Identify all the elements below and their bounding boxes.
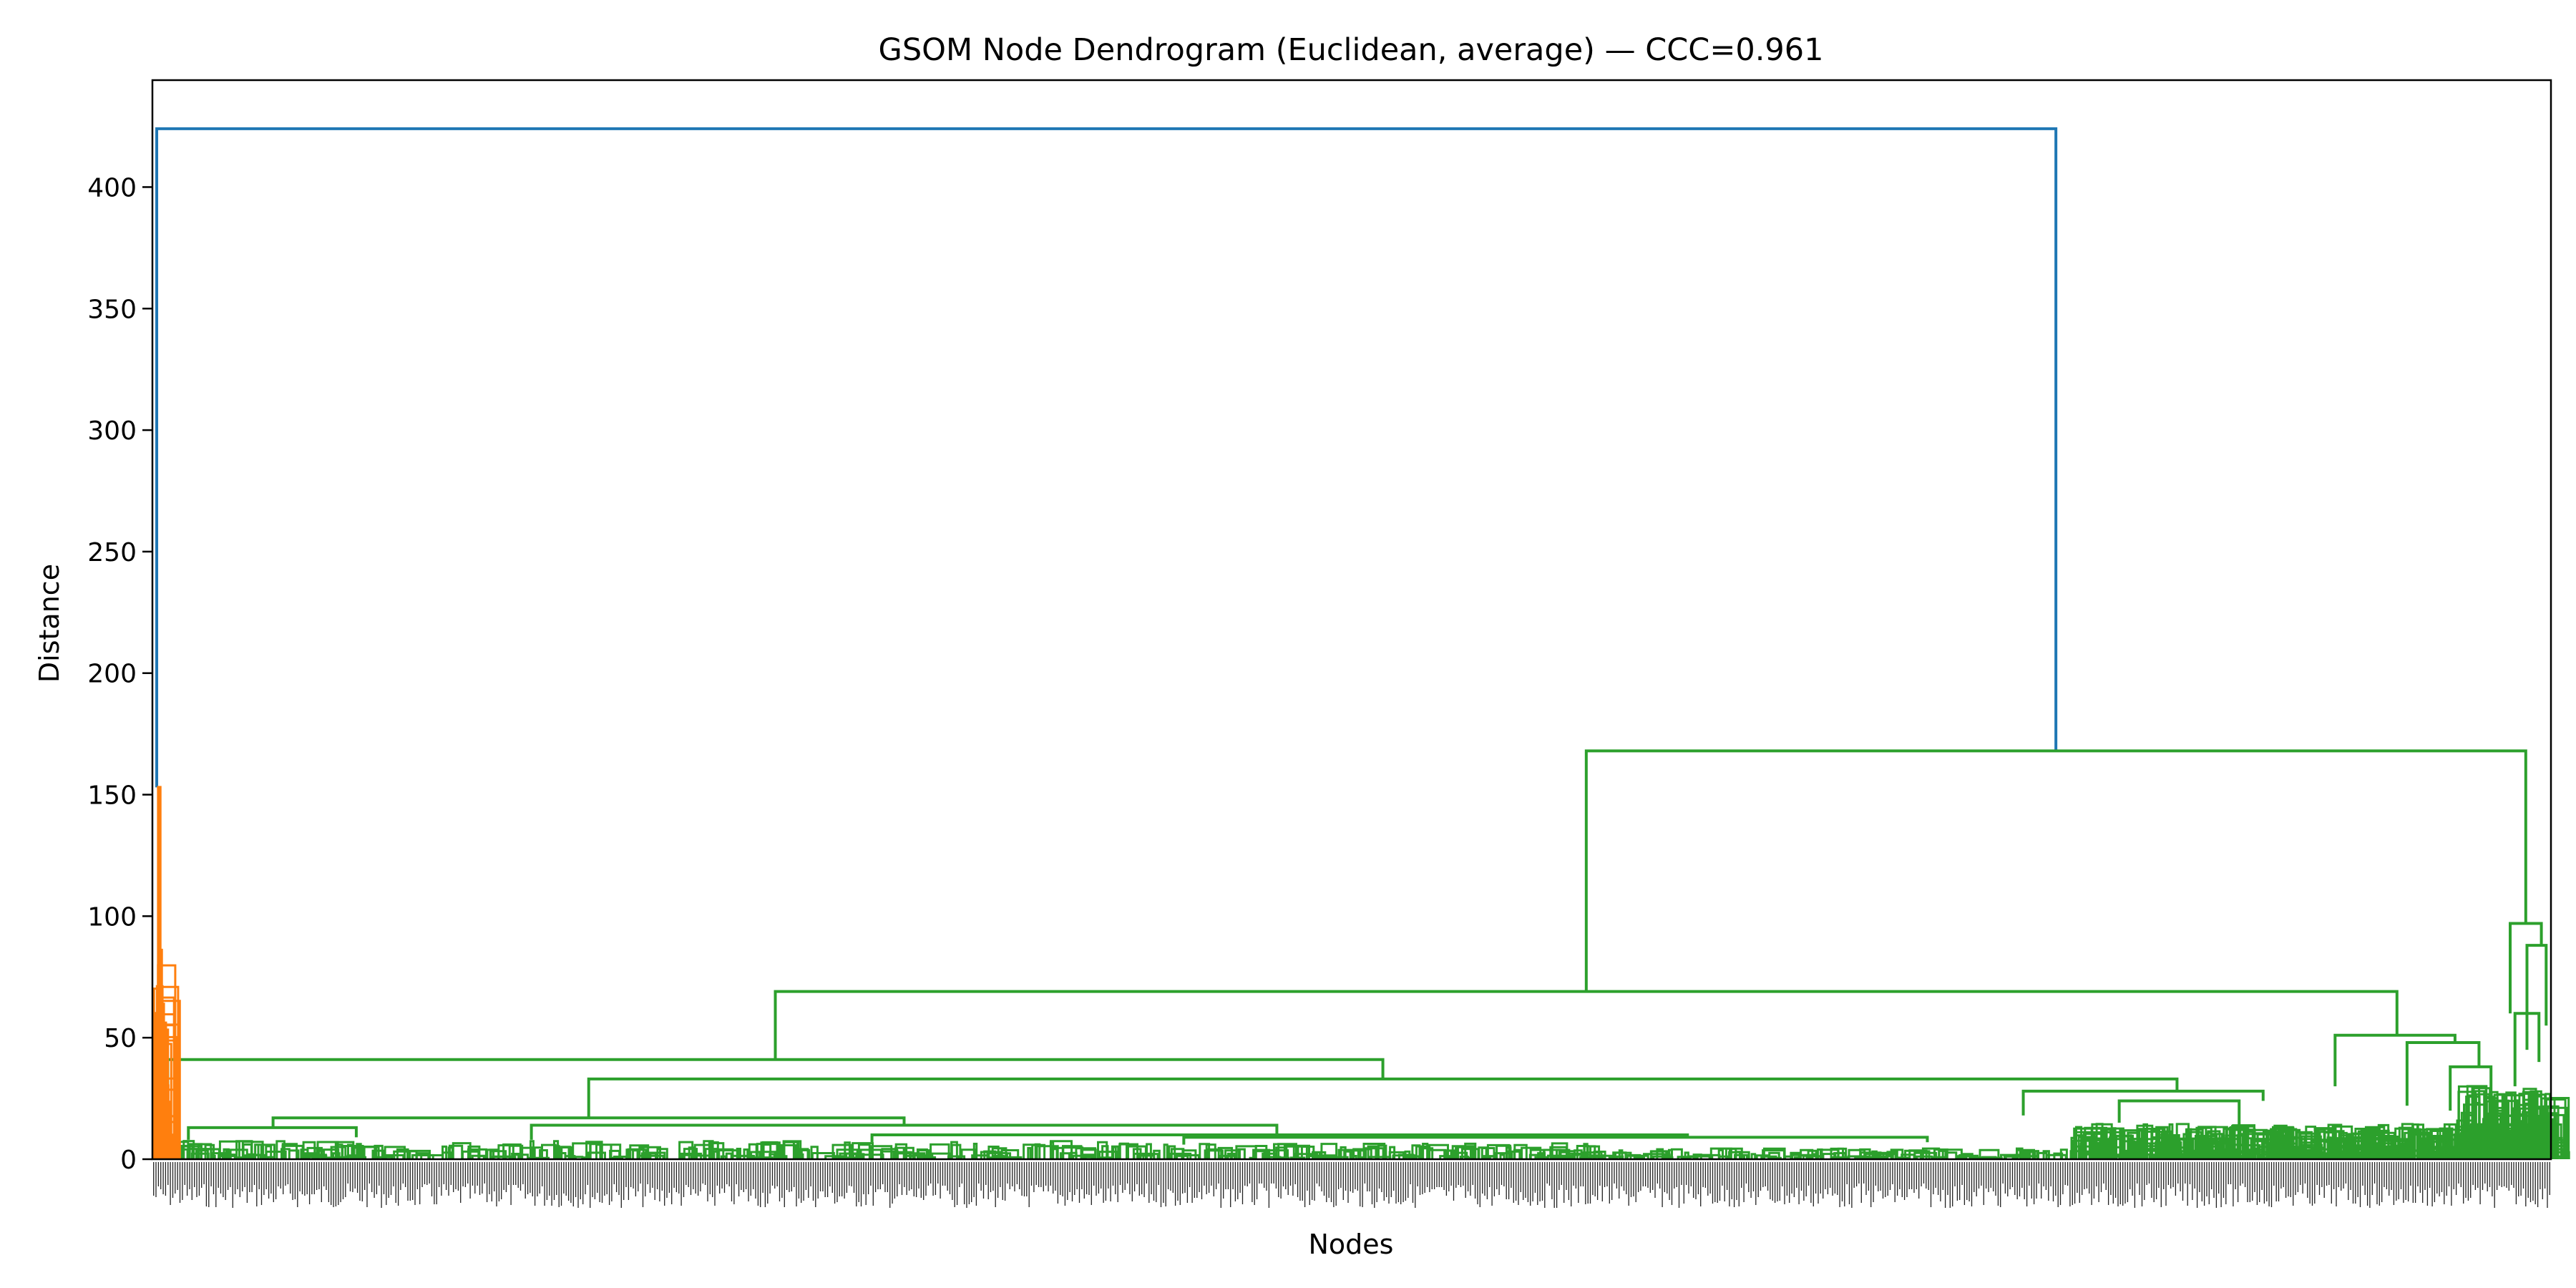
dense-merge-links	[165, 1140, 1118, 1159]
y-tick-label: 150	[87, 781, 137, 811]
y-tick-label: 0	[120, 1146, 137, 1175]
dense-merge-links	[152, 964, 181, 1159]
merge-link	[155, 127, 2058, 788]
y-tick-label: 50	[104, 1024, 137, 1053]
chart-title: GSOM Node Dendrogram (Euclidean, average…	[879, 32, 1824, 68]
y-axis: 0 50 100 150 200 250 300 350 400	[87, 173, 152, 1175]
dense-merge-links	[1593, 1147, 2083, 1159]
merge-link	[2449, 1065, 2493, 1111]
merge-link	[2525, 944, 2548, 1050]
merge-link	[187, 1126, 358, 1140]
dendrogram-links	[152, 127, 2570, 1159]
merge-link	[2333, 1033, 2457, 1087]
merge-link	[157, 786, 162, 1014]
merge-link	[587, 1077, 2179, 1118]
merge-link	[2405, 1040, 2481, 1106]
y-tick-label: 300	[87, 416, 137, 446]
merge-link	[2117, 1099, 2241, 1126]
merge-link	[2513, 1012, 2541, 1087]
x-axis-label: Nodes	[1309, 1229, 1394, 1260]
leaf-label-marks	[153, 1162, 2550, 1208]
merge-link	[530, 1123, 1279, 1140]
merge-link	[2021, 1089, 2265, 1116]
y-tick-label: 200	[87, 660, 137, 689]
dense-merge-links	[1111, 1142, 1604, 1159]
y-axis-label: Distance	[34, 564, 65, 683]
merge-link	[774, 990, 2399, 1060]
leaf-labels	[153, 1162, 2550, 1208]
y-tick-label: 350	[87, 295, 137, 324]
merge-link	[1584, 749, 2527, 992]
y-tick-label: 100	[87, 902, 137, 932]
merge-link	[1182, 1136, 1929, 1145]
plot-frame	[151, 79, 2552, 1161]
merge-link	[2509, 922, 2543, 1014]
merge-link	[271, 1116, 906, 1128]
y-tick-label: 400	[87, 173, 137, 203]
y-tick-label: 250	[87, 538, 137, 567]
